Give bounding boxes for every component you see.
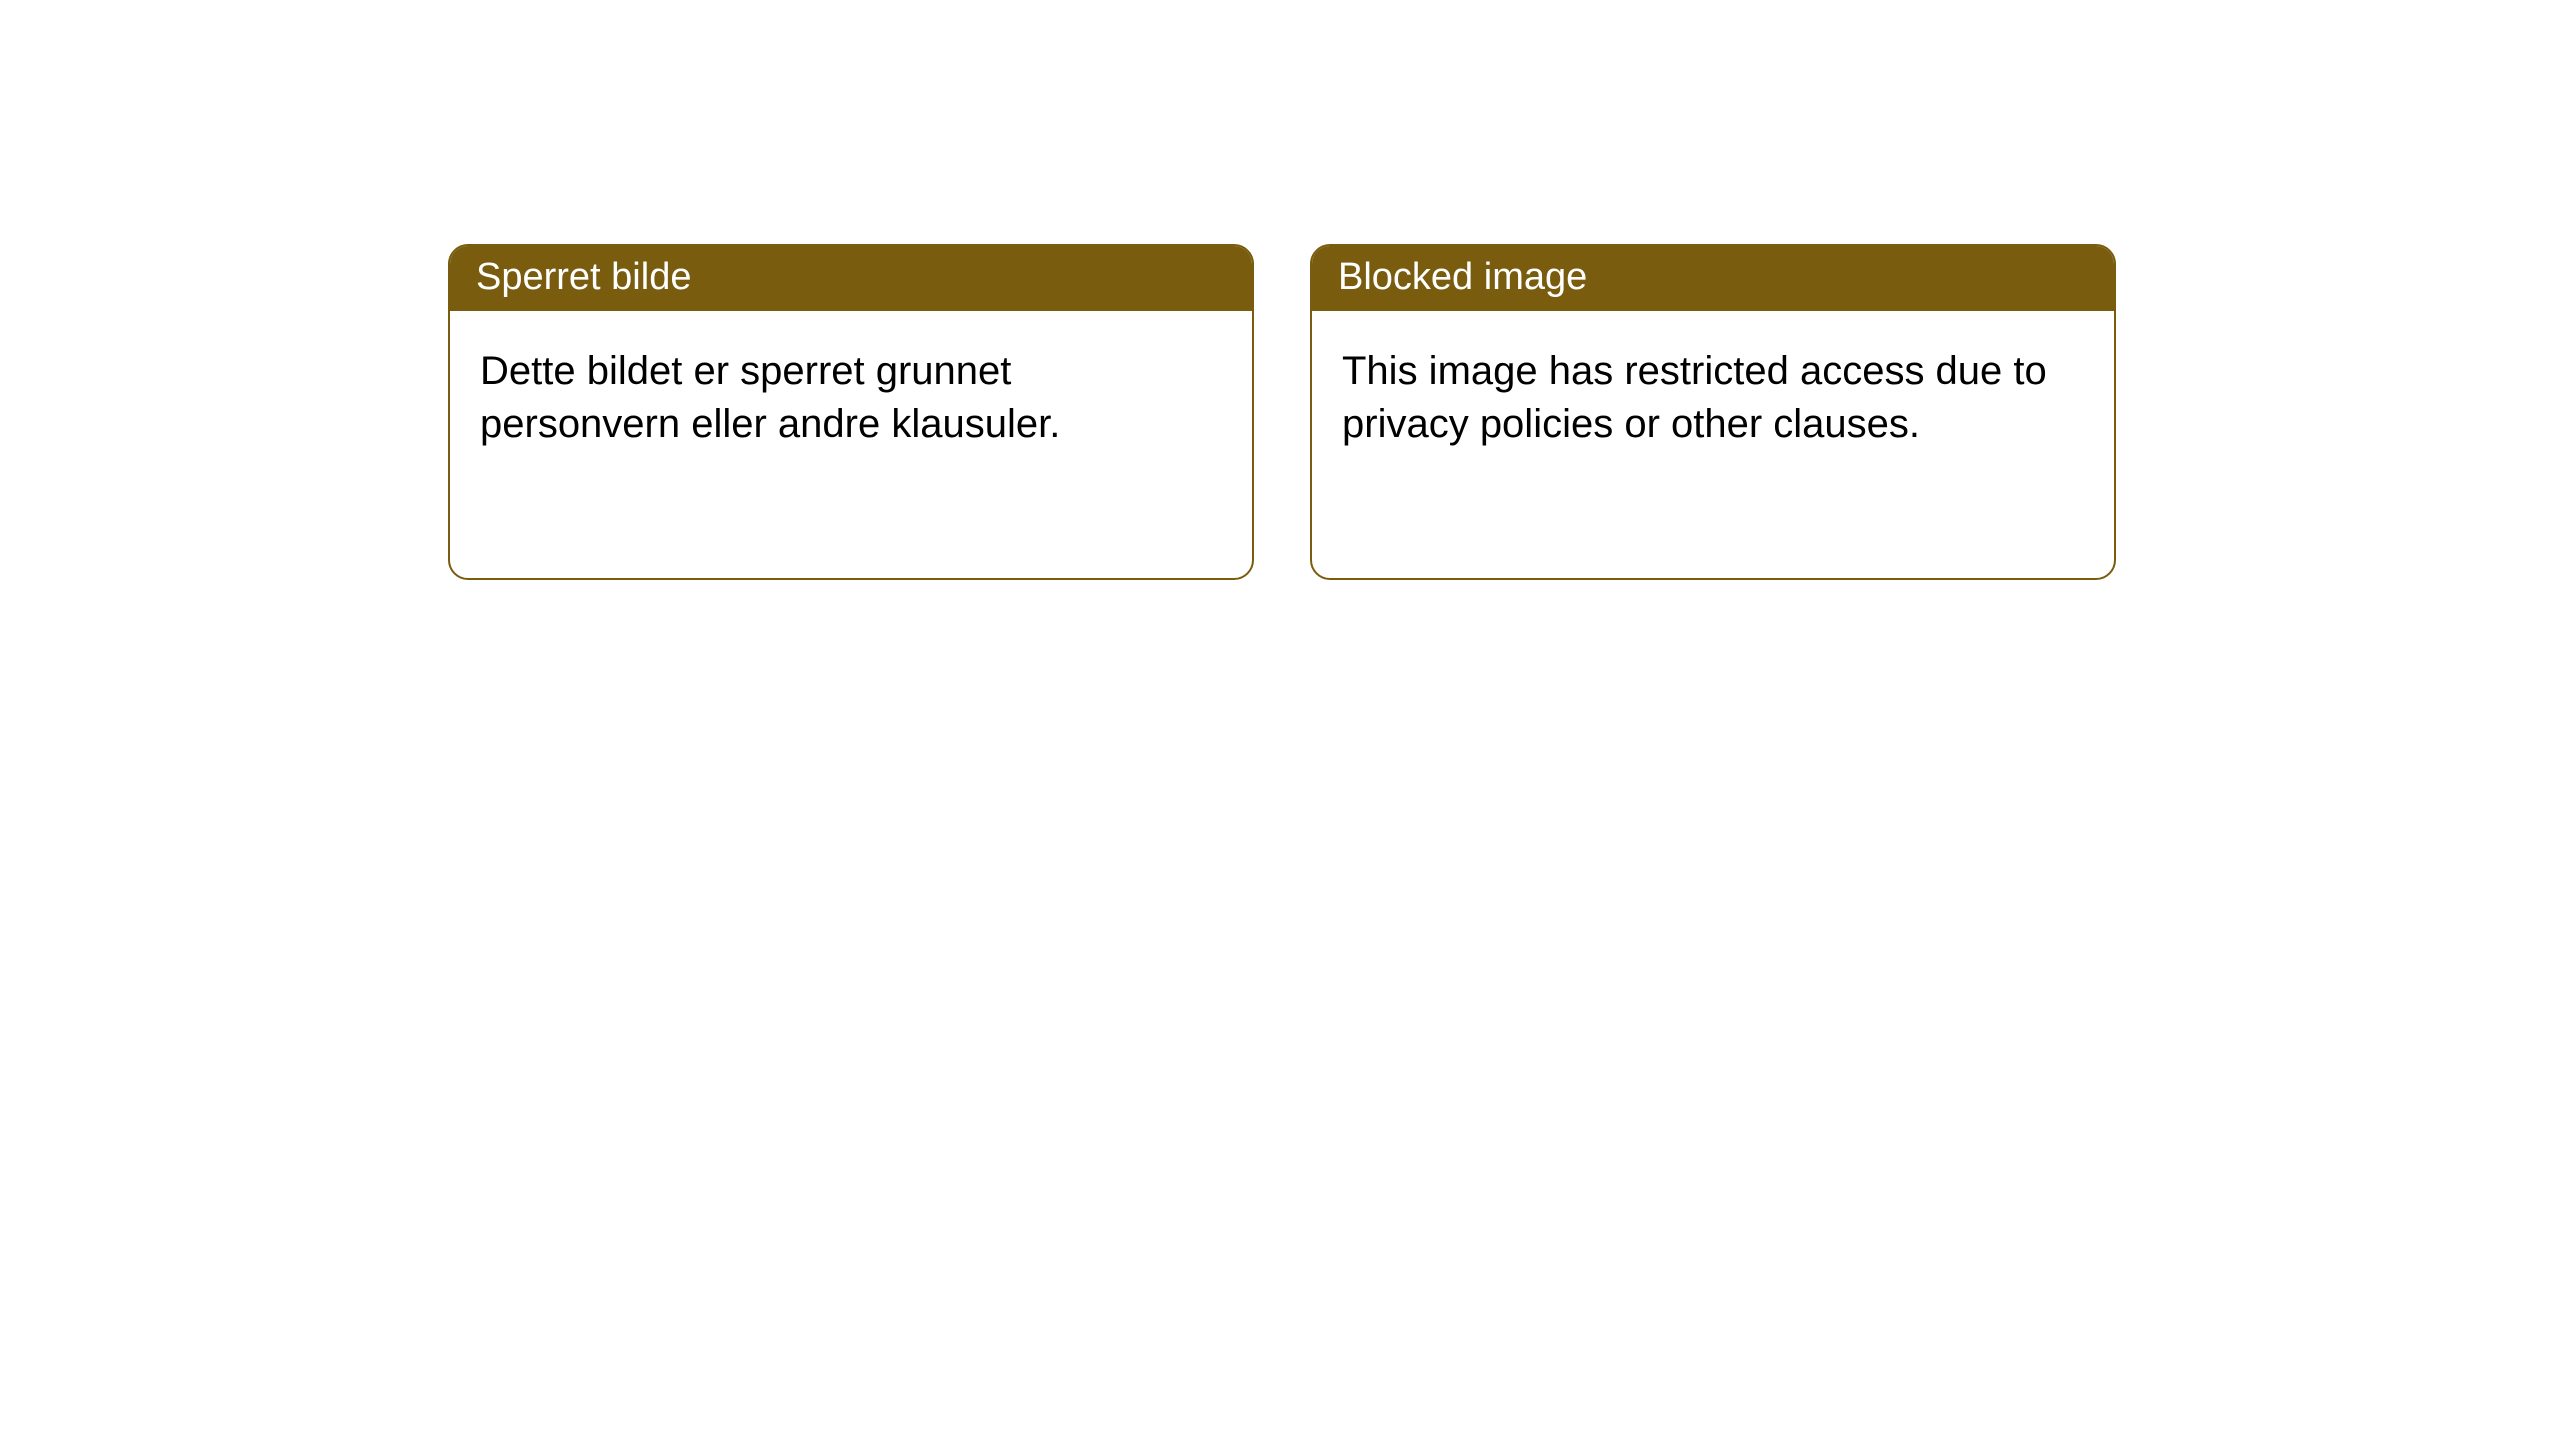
card-title: Blocked image [1338,256,1587,298]
card-body-text: Dette bildet er sperret grunnet personve… [480,349,1060,446]
card-title: Sperret bilde [476,256,691,298]
card-header: Blocked image [1312,246,2114,311]
card-body: This image has restricted access due to … [1312,311,2114,485]
notice-container: Sperret bilde Dette bildet er sperret gr… [0,0,2560,580]
blocked-image-card-no: Sperret bilde Dette bildet er sperret gr… [448,244,1254,580]
blocked-image-card-en: Blocked image This image has restricted … [1310,244,2116,580]
card-body-text: This image has restricted access due to … [1342,349,2047,446]
card-body: Dette bildet er sperret grunnet personve… [450,311,1252,485]
card-header: Sperret bilde [450,246,1252,311]
